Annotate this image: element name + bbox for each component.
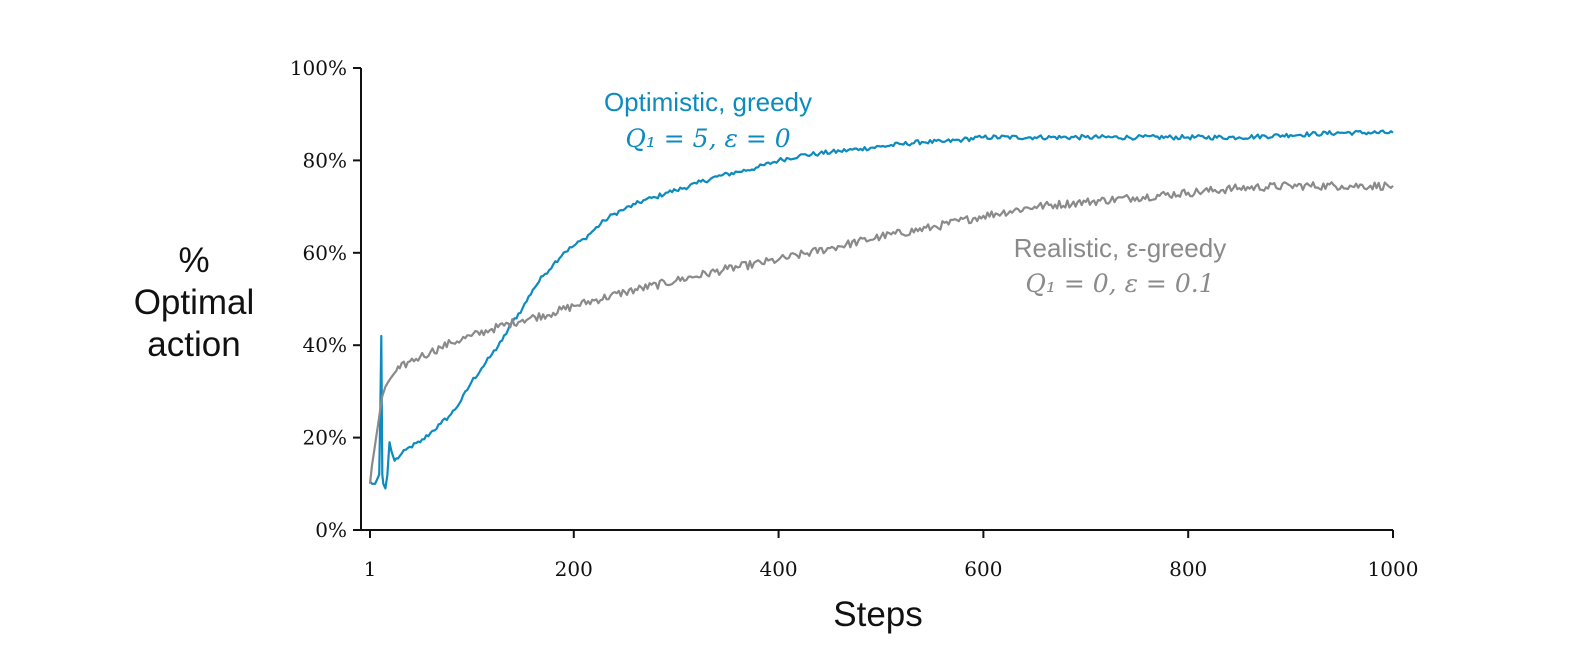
series-line-realistic-epsilon-greedy xyxy=(368,181,1394,484)
x-tick-label: 1000 xyxy=(1368,557,1419,581)
x-tick-label: 600 xyxy=(964,557,1002,581)
annotation-optimistic-line-2: Q₁ = 5, ε = 0 xyxy=(625,124,790,153)
x-tick-label: 800 xyxy=(1169,557,1207,581)
series-group xyxy=(368,129,1394,490)
x-tick-label: 400 xyxy=(759,557,797,581)
x-tick-label: 1 xyxy=(364,557,377,581)
y-tick-label: 60% xyxy=(303,241,347,265)
y-axis-title-line-1: % xyxy=(178,241,209,280)
y-tick-label: 80% xyxy=(303,148,347,172)
annotation-realistic-line-2: Q₁ = 0, ε = 0.1 xyxy=(1025,269,1214,298)
y-tick-label: 100% xyxy=(290,56,347,80)
y-tick-label: 0% xyxy=(315,518,347,542)
y-tick-label: 40% xyxy=(303,333,347,357)
x-axis-title: Steps xyxy=(833,595,923,634)
y-axis-title-line-2: Optimal xyxy=(134,283,255,322)
y-axis-title-line-3: action xyxy=(147,325,240,364)
series-line-optimistic-greedy xyxy=(369,129,1394,490)
y-tick-label: 20% xyxy=(303,426,347,450)
x-ticks-group: 1 200 400 600 800 1000 xyxy=(364,530,1419,581)
annotation-optimistic-line-1: Optimistic, greedy xyxy=(604,87,812,117)
annotation-realistic-line-1: Realistic, ε-greedy xyxy=(1014,233,1226,263)
x-tick-label: 200 xyxy=(555,557,593,581)
y-ticks-group: 0% 20% 40% 60% 80% 100% xyxy=(290,56,361,542)
